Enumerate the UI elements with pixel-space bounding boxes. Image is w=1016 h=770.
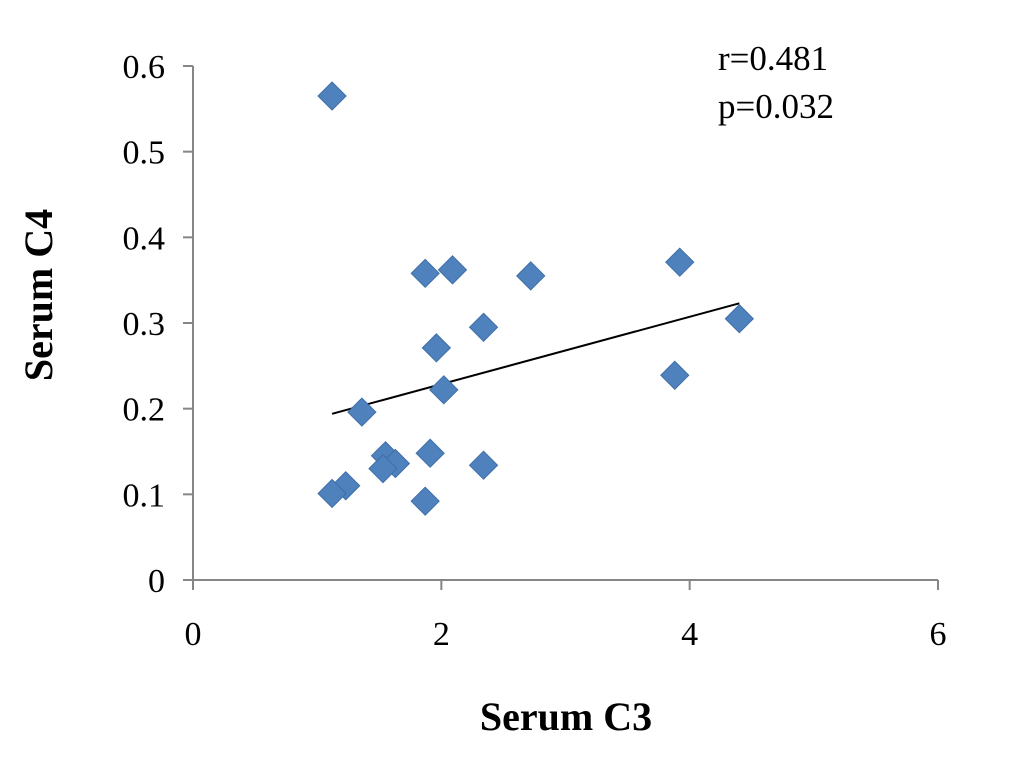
y-axis-title: Serum C4 [16, 209, 61, 381]
data-point [410, 258, 440, 289]
trendline [331, 302, 740, 415]
data-point [468, 450, 499, 480]
data-point [660, 360, 690, 390]
data-point [468, 312, 499, 342]
y-tick-label: 0.5 [123, 135, 166, 172]
tick-labels: 0 0.1 0.2 0.3 0.4 0.5 0.6 0 2 4 6 [123, 49, 947, 653]
p-value-annotation: p=0.032 [718, 87, 834, 126]
y-tick-label: 0.2 [123, 392, 166, 429]
data-points [317, 81, 755, 516]
data-point [437, 255, 468, 285]
data-point [347, 397, 377, 427]
trendline-group [331, 302, 740, 415]
y-tick-label: 0.3 [123, 306, 166, 343]
data-point [317, 478, 347, 509]
y-tick-label: 0 [148, 563, 165, 600]
y-tick-label: 0.4 [123, 220, 166, 257]
y-tick-label: 0.6 [123, 49, 166, 86]
data-point [410, 486, 440, 516]
x-tick-label: 4 [681, 616, 698, 653]
data-point [429, 375, 459, 405]
data-point [665, 247, 695, 277]
data-point [421, 333, 452, 363]
data-point [724, 304, 755, 334]
correlation-r-annotation: r=0.481 [718, 39, 828, 78]
axes [192, 66, 938, 581]
x-tick-label: 6 [930, 616, 947, 653]
data-point [415, 438, 445, 468]
data-point [516, 261, 546, 291]
x-axis-title: Serum C3 [480, 694, 652, 739]
x-tick-label: 0 [185, 616, 202, 653]
data-point [317, 81, 347, 111]
data-point [368, 453, 398, 484]
y-tick-label: 0.1 [123, 477, 166, 514]
x-tick-label: 2 [433, 616, 450, 653]
ticks [183, 65, 939, 590]
